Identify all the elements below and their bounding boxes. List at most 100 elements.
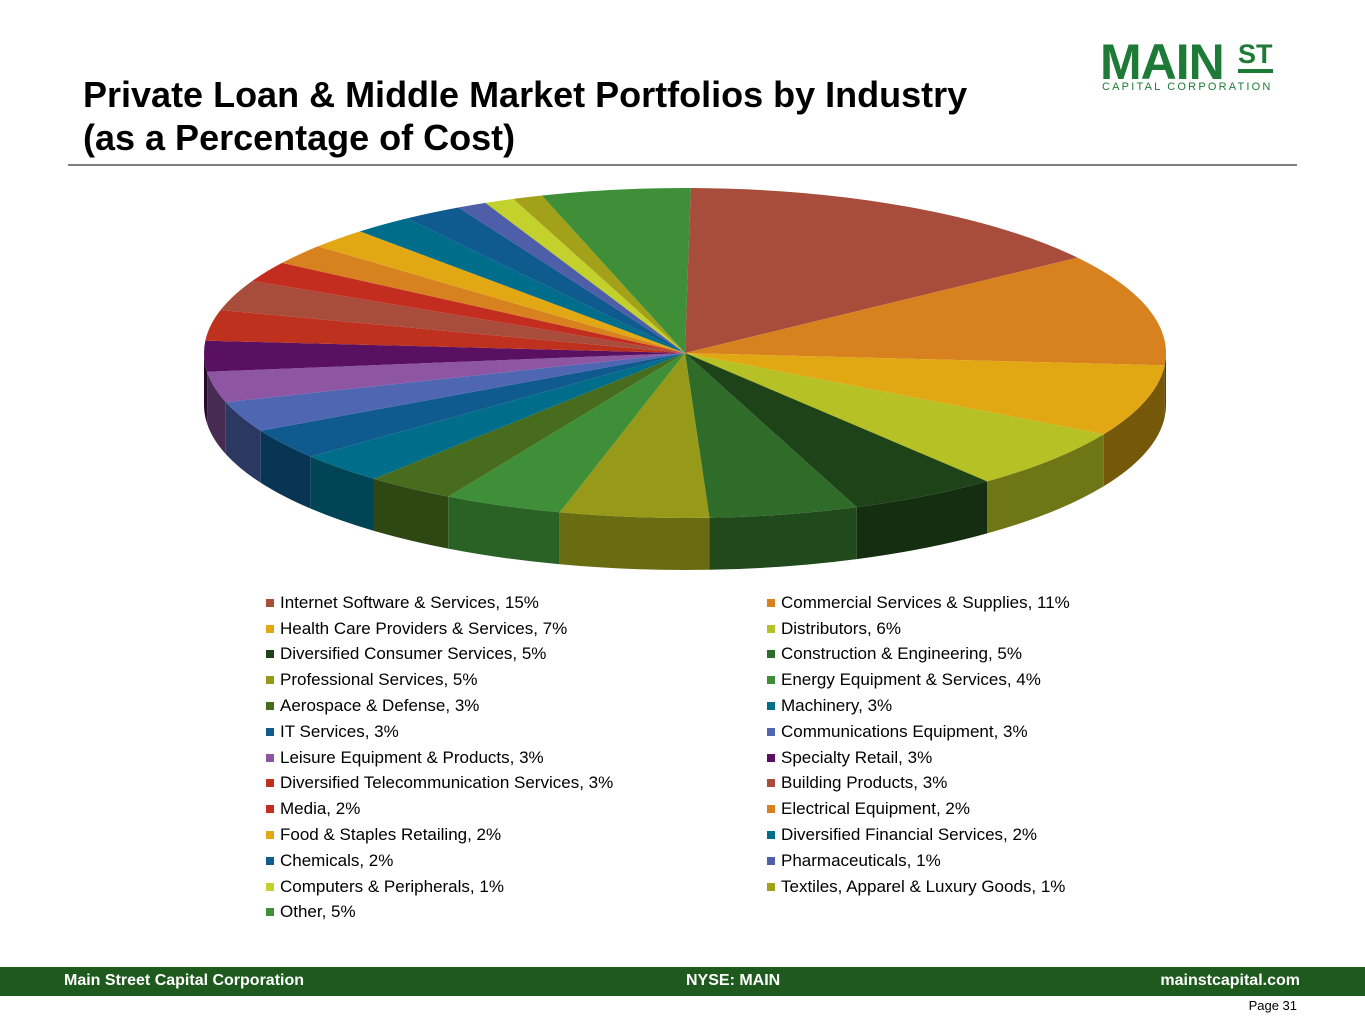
legend-item-20: Diversified Financial Services, 2% — [767, 822, 1167, 848]
pie-slice-6 — [685, 353, 857, 518]
legend-item-21: Chemicals, 2% — [266, 848, 767, 874]
pie-slice-side-7 — [559, 512, 710, 570]
pie-slice-side-9 — [373, 478, 449, 549]
legend-swatch — [266, 624, 274, 633]
legend-item-3: Health Care Providers & Services, 7% — [266, 616, 767, 642]
legend-swatch — [767, 650, 775, 659]
pie-slice-21 — [406, 207, 685, 353]
legend-label: Chemicals, 2% — [280, 850, 394, 870]
legend-item-5: Diversified Consumer Services, 5% — [266, 642, 767, 668]
footer-website: mainstcapital.com — [1160, 972, 1300, 989]
legend-item-17: Media, 2% — [266, 796, 767, 822]
pie-slice-side-2 — [1164, 353, 1166, 418]
pie-slice-3 — [685, 353, 1165, 435]
pie-slice-16 — [220, 280, 685, 353]
pie-slice-side-4 — [987, 434, 1104, 534]
page-title: Private Loan & Middle Market Portfolios … — [83, 73, 967, 159]
legend-swatch — [767, 779, 775, 788]
legend-swatch — [266, 676, 274, 685]
pie-slice-18 — [282, 246, 685, 353]
footer-bar: Main Street Capital Corporation NYSE: MA… — [0, 967, 1365, 996]
pie-slice-side-3 — [1103, 365, 1165, 487]
legend-swatch — [266, 753, 274, 762]
legend-swatch — [266, 908, 274, 917]
legend-item-23: Computers & Peripherals, 1% — [266, 874, 767, 900]
pie-slice-side-8 — [448, 496, 560, 565]
pie-slice-side-14 — [204, 353, 208, 424]
pie-slice-side-12 — [225, 402, 261, 483]
legend-swatch — [767, 676, 775, 685]
legend-swatch — [266, 882, 274, 891]
pie-slice-25 — [541, 188, 691, 353]
legend-label: IT Services, 3% — [280, 721, 399, 741]
legend-label: Building Products, 3% — [781, 773, 948, 793]
page-title-line-1: Private Loan & Middle Market Portfolios … — [83, 74, 968, 115]
legend-item-13: Leisure Equipment & Products, 3% — [266, 745, 767, 771]
pie-slice-8 — [448, 353, 685, 513]
legend-label: Diversified Consumer Services, 5% — [280, 644, 547, 664]
legend-item-25: Other, 5% — [266, 900, 767, 926]
legend-swatch — [266, 805, 274, 814]
legend-label: Leisure Equipment & Products, 3% — [280, 747, 544, 767]
pie-slice-12 — [225, 353, 686, 431]
legend-swatch — [767, 805, 775, 814]
pie-slice-side-11 — [260, 430, 311, 509]
legend-label: Distributors, 6% — [781, 618, 901, 638]
logo-main-text: MAIN — [1100, 34, 1225, 90]
legend-swatch — [266, 702, 274, 711]
footer-ticker: NYSE: MAIN — [686, 972, 781, 989]
pie-slice-15 — [205, 310, 685, 353]
legend-item-7: Professional Services, 5% — [266, 667, 767, 693]
page-number: Page 31 — [1248, 998, 1297, 1013]
legend-label: Commercial Services & Supplies, 11% — [781, 592, 1070, 612]
legend-label: Diversified Financial Services, 2% — [781, 825, 1038, 845]
legend-swatch — [266, 650, 274, 659]
page-title-line-2: (as a Percentage of Cost) — [83, 117, 516, 158]
legend-item-1: Internet Software & Services, 15% — [266, 590, 767, 616]
legend-label: Energy Equipment & Services, 4% — [781, 670, 1041, 690]
legend-swatch — [767, 753, 775, 762]
logo-st-text: ST — [1238, 40, 1273, 73]
pie-slice-17 — [252, 262, 685, 353]
pie-slice-7 — [559, 353, 710, 518]
legend-swatch — [266, 727, 274, 736]
pie-slice-19 — [318, 231, 685, 353]
legend-label: Food & Staples Retailing, 2% — [280, 825, 502, 845]
logo-subtitle: CAPITAL CORPORATION — [1102, 81, 1273, 93]
legend-item-14: Specialty Retail, 3% — [767, 745, 1167, 771]
legend-label: Machinery, 3% — [781, 696, 893, 716]
legend-swatch — [767, 598, 775, 607]
pie-slice-14 — [203, 340, 685, 372]
pie-slice-side-10 — [310, 456, 374, 531]
legend-item-11: IT Services, 3% — [266, 719, 767, 745]
legend-label: Aerospace & Defense, 3% — [280, 696, 480, 716]
pie-slice-24 — [513, 195, 685, 353]
legend-swatch — [767, 882, 775, 891]
legend-label: Health Care Providers & Services, 7% — [280, 618, 568, 638]
legend-swatch — [767, 831, 775, 840]
legend-swatch — [767, 856, 775, 865]
legend-item-12: Communications Equipment, 3% — [767, 719, 1167, 745]
legend-swatch — [767, 624, 775, 633]
legend-label: Specialty Retail, 3% — [781, 747, 933, 767]
pie-slice-2 — [685, 257, 1166, 366]
legend-label: Professional Services, 5% — [280, 670, 478, 690]
legend-label: Construction & Engineering, 5% — [781, 644, 1022, 664]
legend-label: Computers & Peripherals, 1% — [280, 876, 504, 896]
legend-label: Diversified Telecommunication Services, … — [280, 773, 614, 793]
legend-label: Media, 2% — [280, 799, 361, 819]
pie-slice-13 — [207, 353, 686, 403]
pie-slice-side-6 — [709, 507, 857, 570]
legend-item-19: Food & Staples Retailing, 2% — [266, 822, 767, 848]
footer-company-name: Main Street Capital Corporation — [64, 972, 305, 989]
legend-item-6: Construction & Engineering, 5% — [767, 642, 1167, 668]
legend-item-18: Electrical Equipment, 2% — [767, 796, 1167, 822]
legend-label: Textiles, Apparel & Luxury Goods, 1% — [781, 876, 1066, 896]
industry-pie-chart — [203, 188, 1166, 570]
legend-swatch — [266, 856, 274, 865]
title-divider — [68, 164, 1297, 166]
legend-label: Internet Software & Services, 15% — [280, 592, 539, 612]
pie-slice-5 — [685, 353, 988, 508]
pie-slice-9 — [373, 353, 685, 497]
chart-legend: Internet Software & Services, 15% Commerc… — [266, 590, 1166, 925]
